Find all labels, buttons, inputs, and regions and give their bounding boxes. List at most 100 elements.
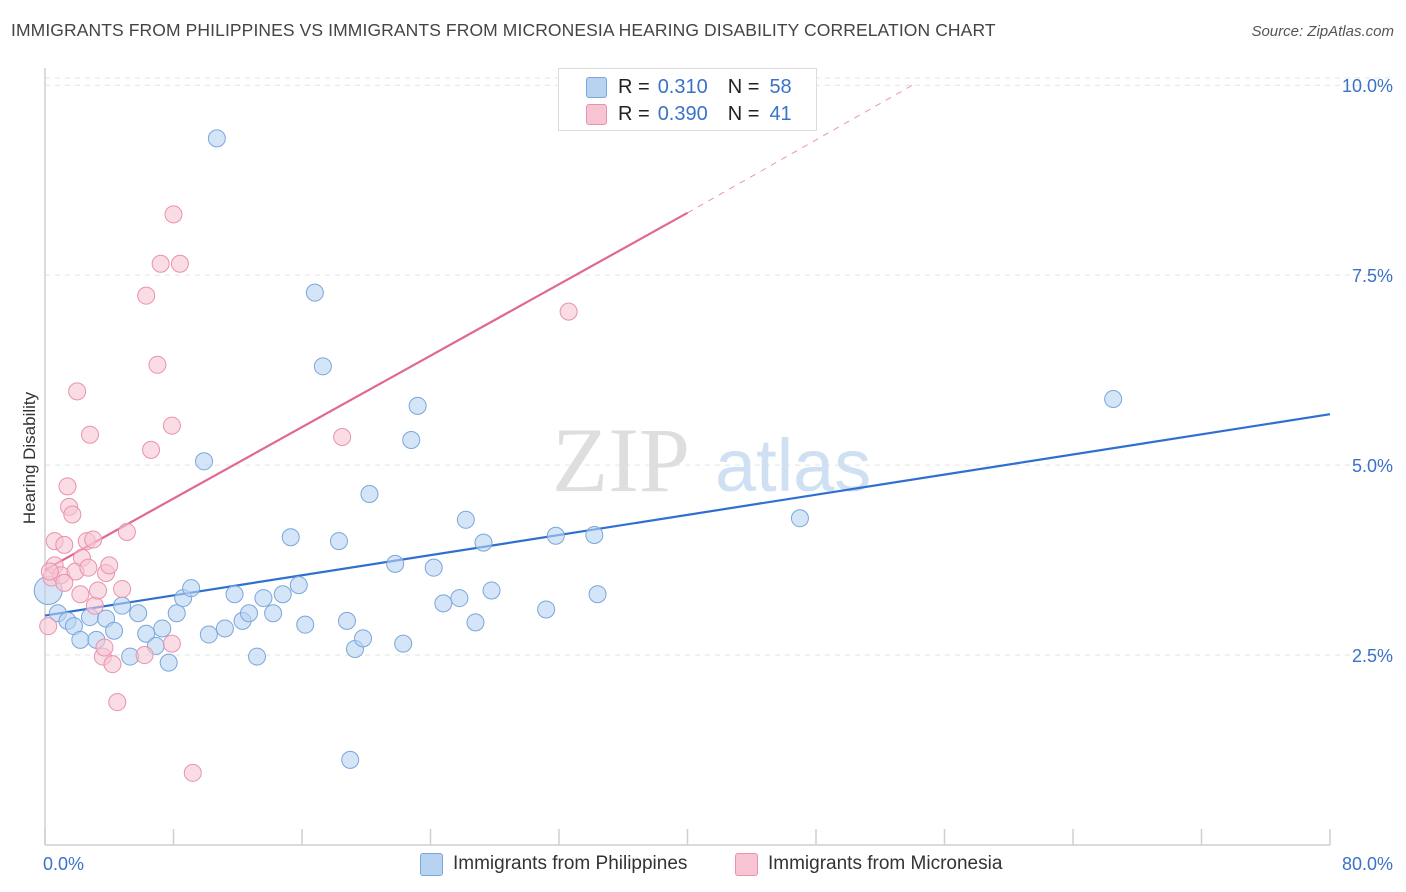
point-micronesia — [95, 638, 114, 657]
legend-n-value: 41 — [769, 102, 792, 125]
point-micronesia — [117, 522, 136, 541]
point-micronesia — [559, 302, 578, 321]
bottom-legend-swatch-pink — [735, 852, 758, 876]
legend-n-label: N = — [727, 102, 760, 125]
point-philippines — [105, 621, 124, 640]
point-philippines — [264, 604, 283, 623]
point-micronesia — [85, 596, 104, 615]
point-micronesia — [162, 416, 181, 435]
point-philippines — [281, 528, 300, 547]
point-philippines — [329, 532, 348, 551]
tick-labels: 2.5% 5.0% 7.5% 10.0% 0.0% 80.0% — [43, 76, 1393, 874]
y-tick-label: 7.5% — [1352, 266, 1393, 286]
point-philippines — [313, 357, 332, 376]
point-philippines — [129, 604, 148, 623]
watermark-atlas: atlas — [715, 424, 871, 507]
point-micronesia — [170, 254, 189, 273]
bottom-legend-micronesia: Immigrants from Micronesia — [735, 852, 1002, 876]
legend-r-label: R = — [618, 102, 650, 125]
point-micronesia — [39, 617, 58, 636]
source-label: Source: ZipAtlas.com — [1251, 23, 1394, 40]
grid-lines — [45, 77, 1392, 656]
data-points — [33, 129, 1123, 782]
point-micronesia — [100, 556, 119, 575]
point-philippines — [537, 600, 556, 619]
y-tick-label: 2.5% — [1352, 646, 1393, 666]
point-micronesia — [162, 634, 181, 653]
legend-box: R = 0.310 N = 58 R = 0.390 N = 41 — [558, 68, 817, 131]
point-philippines — [424, 558, 443, 577]
point-philippines — [248, 647, 267, 666]
point-micronesia — [333, 427, 352, 446]
point-micronesia — [55, 535, 74, 554]
point-micronesia — [137, 286, 156, 305]
point-philippines — [1104, 389, 1123, 408]
legend-n-value: 58 — [769, 75, 792, 98]
point-micronesia — [40, 562, 59, 581]
legend-r-value: 0.310 — [657, 75, 708, 98]
point-philippines — [408, 396, 427, 415]
point-philippines — [354, 629, 373, 648]
point-micronesia — [55, 573, 74, 592]
point-philippines — [137, 624, 156, 643]
point-philippines — [450, 589, 469, 608]
chart-title: IMMIGRANTS FROM PHILIPPINES VS IMMIGRANT… — [11, 20, 996, 40]
point-philippines — [337, 611, 356, 630]
point-philippines — [341, 750, 360, 769]
legend-r-label: R = — [618, 75, 650, 98]
y-tick-label: 5.0% — [1352, 456, 1393, 476]
point-micronesia — [58, 477, 77, 496]
point-philippines — [215, 619, 234, 638]
trend-line-micronesia — [44, 211, 689, 571]
point-micronesia — [113, 579, 132, 598]
y-tick-label: 10.0% — [1342, 76, 1393, 96]
legend-swatch-blue — [586, 76, 607, 98]
point-micronesia — [142, 440, 161, 459]
point-philippines — [182, 579, 201, 598]
point-philippines — [305, 283, 324, 302]
point-philippines — [71, 630, 90, 649]
point-philippines — [360, 484, 379, 503]
legend-row-philippines: R = 0.310 N = 58 — [586, 74, 792, 100]
point-micronesia — [183, 763, 202, 782]
point-philippines — [394, 634, 413, 653]
trend-line-philippines — [44, 413, 1331, 617]
point-micronesia — [80, 425, 99, 444]
axes — [44, 68, 1331, 846]
bottom-legend-label: Immigrants from Micronesia — [768, 853, 1003, 874]
point-philippines — [199, 625, 218, 644]
point-philippines — [585, 526, 604, 544]
legend-n-label: N = — [727, 75, 760, 98]
point-philippines — [159, 653, 178, 672]
point-micronesia — [164, 205, 183, 224]
point-philippines — [588, 585, 607, 604]
point-philippines — [239, 604, 258, 623]
point-micronesia — [151, 254, 170, 273]
point-micronesia — [135, 646, 154, 665]
bottom-legend-swatch-blue — [420, 852, 443, 876]
point-micronesia — [79, 558, 98, 577]
y-axis-label: Hearing Disability — [20, 391, 39, 524]
point-philippines — [474, 533, 493, 552]
point-philippines — [195, 452, 214, 471]
point-philippines — [456, 510, 475, 529]
legend-swatch-pink — [586, 103, 607, 125]
legend-row-micronesia: R = 0.390 N = 41 — [586, 101, 792, 127]
watermark: ZIP atlas — [552, 409, 871, 511]
point-micronesia — [89, 581, 108, 600]
legend-r-value: 0.390 — [657, 102, 708, 125]
point-micronesia — [108, 693, 127, 712]
point-philippines — [296, 615, 315, 634]
x-tick-label: 80.0% — [1342, 854, 1393, 874]
point-philippines — [546, 526, 565, 545]
trend-lines — [44, 84, 1331, 617]
point-micronesia — [84, 530, 103, 549]
point-philippines — [790, 509, 809, 528]
point-philippines — [289, 576, 308, 595]
point-philippines — [254, 589, 273, 608]
bottom-legend-label: Immigrants from Philippines — [453, 853, 688, 874]
point-micronesia — [68, 382, 87, 401]
point-philippines — [402, 431, 421, 450]
point-philippines — [113, 596, 132, 615]
